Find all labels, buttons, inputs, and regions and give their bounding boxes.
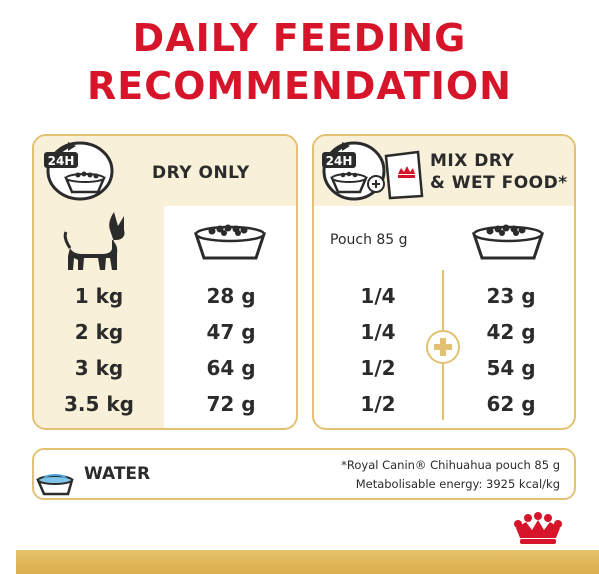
weight-row-4: 3.5 kg	[63, 392, 134, 416]
royal-canin-crown-icon	[512, 512, 564, 546]
mix-dry-row-1: 23 g	[486, 284, 536, 308]
pouch-row-2: 1/4	[360, 320, 396, 344]
mix-dry-row-3: 54 g	[486, 356, 536, 380]
mix-dry-row-4: 62 g	[486, 392, 536, 416]
dry-amount-row-1: 28 g	[206, 284, 256, 308]
food-bowl-icon	[190, 220, 270, 264]
mix-heading-line-1: MIX DRY	[430, 151, 515, 171]
clock-24h-icon: 24H	[40, 138, 120, 204]
water-label: WATER	[84, 464, 151, 484]
dry-amount-row-3: 64 g	[206, 356, 256, 380]
bottom-gold-bar	[16, 550, 599, 574]
dry-amount-row-4: 72 g	[206, 392, 256, 416]
chihuahua-dog-icon	[62, 208, 132, 274]
title-line-1: DAILY FEEDING	[132, 16, 467, 60]
footnote-pouch: *Royal Canin® Chihuahua pouch 85 g	[341, 458, 560, 472]
footnote-energy: Metabolisable energy: 3925 kcal/kg	[355, 477, 560, 491]
food-bowl-icon-mix	[468, 220, 548, 264]
pouch-row-1: 1/4	[360, 284, 396, 308]
badge-24h-mix: 24H	[326, 154, 353, 168]
plus-icon	[426, 330, 460, 364]
badge-24h: 24H	[48, 154, 75, 168]
weight-column-band	[34, 206, 164, 428]
mix-dry-row-2: 42 g	[486, 320, 536, 344]
pouch-label: Pouch 85 g	[330, 232, 408, 248]
mix-panel: 24H MIX DRY & WET FOOD* Pouch 85 g 1/4 2…	[312, 134, 576, 430]
water-panel: WATER *Royal Canin® Chihuahua pouch 85 g…	[32, 448, 576, 500]
mix-heading-line-2: & WET FOOD*	[430, 173, 568, 193]
water-bowl-icon	[36, 454, 82, 498]
pouch-row-3: 1/2	[360, 356, 396, 380]
clock-24h-pouch-icon: 24H	[318, 138, 426, 204]
title-line-2: RECOMMENDATION	[87, 64, 512, 108]
pouch-row-4: 1/2	[360, 392, 396, 416]
dry-only-heading: DRY ONLY	[152, 163, 250, 183]
weight-row-3: 3 kg	[74, 356, 124, 380]
weight-row-1: 1 kg	[74, 284, 124, 308]
dry-amount-row-2: 47 g	[206, 320, 256, 344]
dry-only-panel: 24H DRY ONLY 1 kg 28 g 2 kg 47 g 3 kg 64…	[32, 134, 298, 430]
weight-row-2: 2 kg	[74, 320, 124, 344]
